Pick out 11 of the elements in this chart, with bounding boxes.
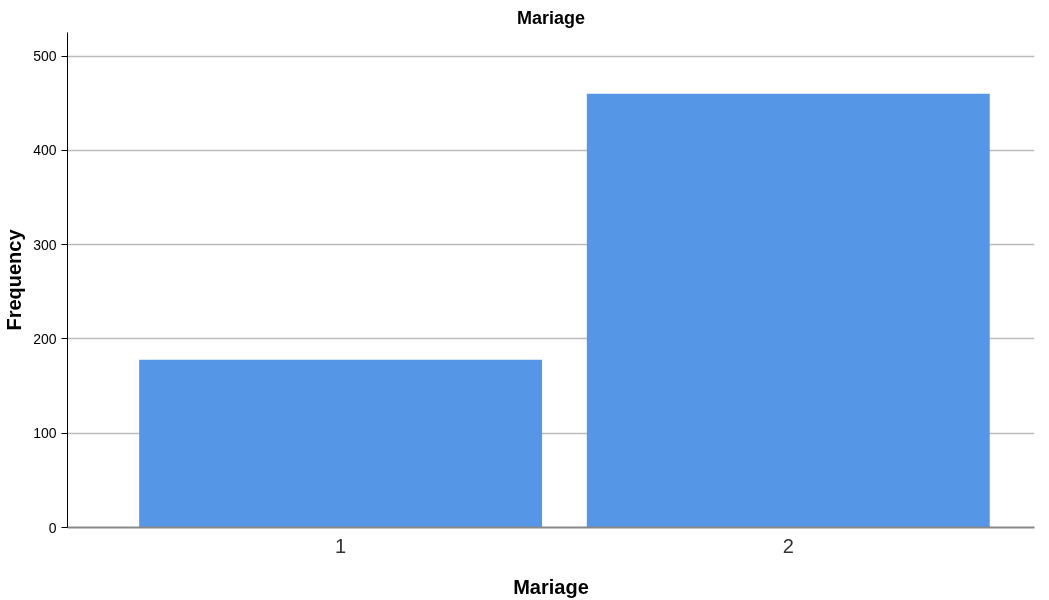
x-axis-title: Mariage	[513, 575, 589, 598]
y-tick-label: 300	[33, 236, 57, 253]
x-tick-label: 2	[782, 534, 794, 557]
x-tick-label: 1	[335, 534, 347, 557]
y-tick-label: 100	[33, 425, 57, 442]
chart-title: Mariage	[516, 7, 586, 28]
y-tick-label: 200	[33, 330, 57, 347]
y-tick-label: 400	[33, 142, 57, 159]
y-axis-title: Frequency	[3, 228, 26, 331]
y-tick-label: 500	[33, 48, 57, 65]
y-tick-label: 0	[48, 519, 57, 536]
